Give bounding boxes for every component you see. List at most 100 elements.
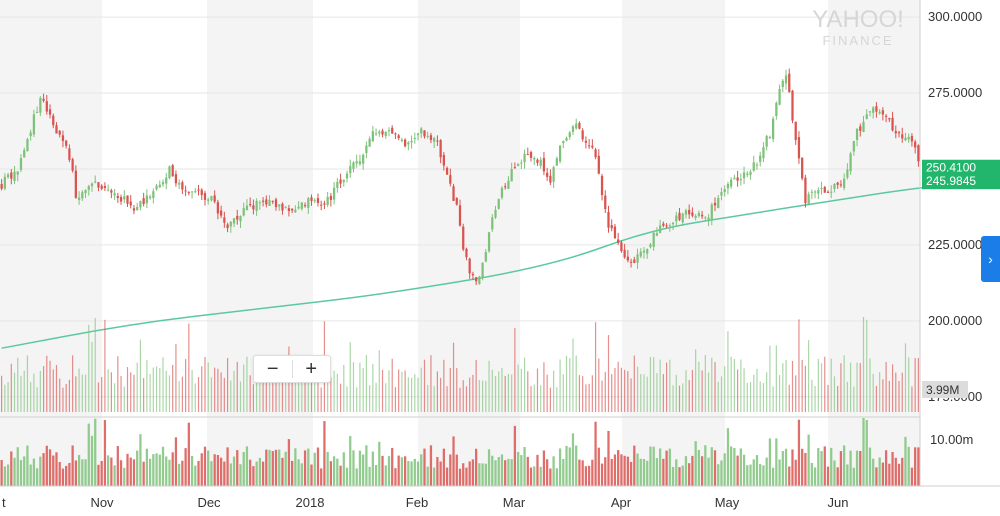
candle-body <box>210 196 213 201</box>
volume-bar <box>607 430 610 486</box>
zoom-out-button[interactable]: − <box>266 358 279 380</box>
candle-body <box>846 169 849 178</box>
volume-bar <box>204 357 206 412</box>
candle <box>526 147 529 156</box>
volume-bar <box>145 448 149 486</box>
volume-bar <box>601 380 603 412</box>
volume-bar <box>368 466 371 486</box>
candle <box>891 111 894 132</box>
volume-bar <box>901 457 904 486</box>
volume-bar <box>720 376 723 412</box>
candle-body <box>620 242 623 252</box>
candle <box>349 159 352 178</box>
candle <box>420 127 423 139</box>
candle-body <box>439 140 442 158</box>
candle-body <box>190 191 194 193</box>
candle-body <box>265 199 268 205</box>
candle <box>510 162 513 182</box>
zoom-in-button[interactable]: + <box>305 358 318 380</box>
volume-bar <box>820 363 823 412</box>
volume-bar <box>446 386 448 412</box>
candle <box>668 223 671 232</box>
candle <box>649 242 652 249</box>
candle <box>371 125 374 142</box>
candle-body <box>497 199 500 209</box>
volume-bar <box>891 451 894 486</box>
volume-bar <box>558 448 562 486</box>
x-tick-label: t <box>2 495 6 510</box>
candle <box>746 171 749 178</box>
candle <box>820 181 823 195</box>
candle-body <box>374 133 378 135</box>
volume-bar <box>726 428 730 486</box>
volume-bar <box>191 369 193 412</box>
candle <box>500 186 504 200</box>
candle <box>326 191 329 208</box>
candle <box>239 215 242 228</box>
candle-body <box>691 212 694 216</box>
scroll-right-button[interactable]: › <box>981 236 1000 282</box>
candle-body <box>410 140 413 143</box>
volume-bar <box>316 447 320 486</box>
volume-bar <box>575 355 577 412</box>
candle <box>207 197 210 205</box>
volume-bar <box>653 357 655 412</box>
volume-bar <box>559 359 561 412</box>
candle <box>342 179 345 187</box>
volume-bar <box>404 370 406 412</box>
volume-bar <box>701 370 703 412</box>
candle <box>859 123 862 137</box>
volume-bar <box>742 454 746 486</box>
candle <box>697 210 701 218</box>
volume-bar <box>620 454 623 486</box>
candle-body <box>449 175 452 184</box>
candle-body <box>100 185 103 189</box>
volume-bar <box>837 385 839 412</box>
volume-bar <box>261 461 265 486</box>
candle-body <box>132 208 136 211</box>
volume-bars-pane <box>0 418 920 486</box>
candle-body <box>839 184 843 186</box>
volume-bar <box>397 455 400 486</box>
candle <box>675 211 678 227</box>
volume-bar <box>449 454 452 486</box>
candle <box>529 150 533 162</box>
volume-bar <box>523 447 526 486</box>
candle-body <box>597 155 600 174</box>
volume-bar <box>917 358 919 412</box>
candle <box>352 161 355 173</box>
candle-body <box>542 158 546 172</box>
volume-bar <box>278 360 280 412</box>
volume-bar <box>571 433 575 486</box>
candle-body <box>136 206 139 211</box>
volume-bar <box>830 358 832 412</box>
volume-bar <box>626 456 629 486</box>
volume-bar <box>239 381 242 412</box>
candle-body <box>97 182 100 188</box>
volume-bar <box>885 362 887 412</box>
volume-bar <box>294 448 297 486</box>
volume-bar <box>387 456 391 486</box>
volume-bar <box>249 375 251 412</box>
volume-bar <box>562 374 564 412</box>
volume-bar <box>452 436 455 486</box>
volume-bar <box>110 457 113 486</box>
candle <box>281 202 284 215</box>
candle <box>575 118 578 130</box>
candle-body <box>32 114 36 135</box>
volume-bar <box>678 467 681 486</box>
volume-bar <box>201 366 203 412</box>
volume-bar <box>297 374 300 412</box>
volume-bar <box>801 360 803 412</box>
volume-bar <box>168 459 171 486</box>
candle-body <box>562 140 565 144</box>
volume-bar <box>10 451 13 486</box>
candle-body <box>875 106 878 112</box>
volume-bar <box>107 455 110 486</box>
volume-bar <box>514 328 516 412</box>
candle-body <box>155 185 158 190</box>
volume-bar <box>42 366 45 412</box>
volume-bar <box>291 460 294 486</box>
volume-bar <box>607 335 610 412</box>
